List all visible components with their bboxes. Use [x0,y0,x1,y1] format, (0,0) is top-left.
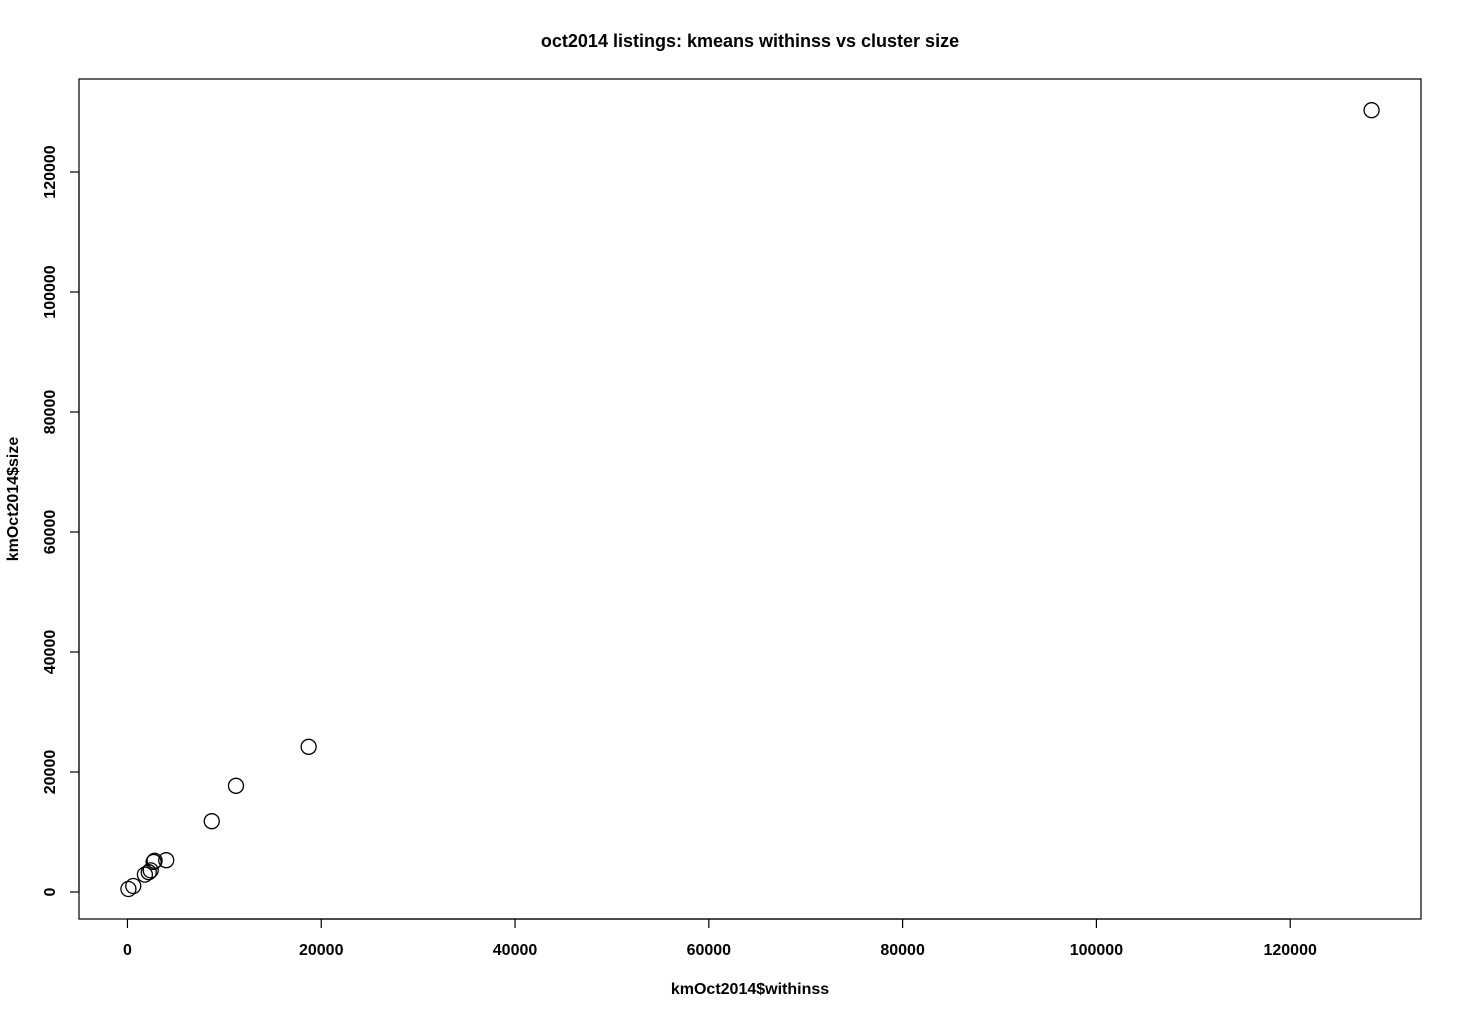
data-point [142,862,159,879]
data-point [158,852,175,869]
y-axis: 0 20000 40000 60000 80000 100000 120000 [42,145,80,896]
data-point [125,877,142,895]
x-axis: 0 20000 40000 60000 80000 100000 120000 [123,918,1317,959]
data-point [136,866,154,883]
x-tick-label: 20000 [299,942,344,959]
x-tick-label: 60000 [687,942,732,959]
data-points [120,102,1380,898]
data-point [203,813,220,830]
plot-frame [78,78,1422,920]
y-tick-label: 120000 [42,145,59,198]
data-point [146,852,163,869]
y-tick-label: 20000 [42,750,59,795]
y-tick-label: 100000 [42,265,59,318]
x-axis-label: kmOct2014$withinss [671,981,829,998]
x-tick-label: 40000 [493,942,538,959]
data-point [120,880,137,898]
y-tick-label: 80000 [42,390,59,435]
x-tick-label: 80000 [880,942,925,959]
x-tick-label: 100000 [1070,942,1123,959]
data-point [227,777,245,794]
x-tick-label: 120000 [1263,942,1316,959]
y-tick-label: 40000 [42,630,59,675]
data-point [1363,102,1380,119]
y-tick-label: 60000 [42,510,59,555]
x-tick-label: 0 [123,942,132,959]
data-point [145,853,162,871]
data-point [300,738,317,755]
chart-title: oct2014 listings: kmeans withinss vs clu… [541,31,959,51]
y-tick-label: 0 [42,887,59,896]
y-axis-label: kmOct2014$size [5,437,22,562]
